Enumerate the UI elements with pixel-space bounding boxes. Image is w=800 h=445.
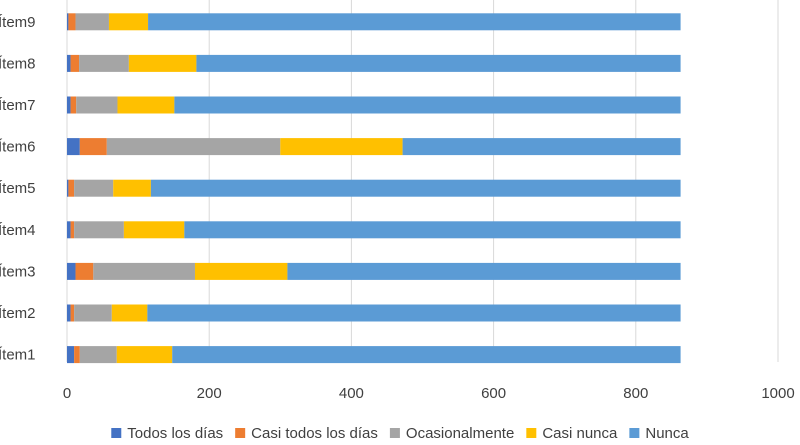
bar-Ítem2-todos-los-días [67, 304, 71, 322]
legend-label: Casi todos los días [251, 425, 378, 442]
legend-item-ocasionalmente: Ocasionalmente [389, 425, 514, 442]
bar-Ítem8-nunca [196, 54, 681, 72]
legend-item-casi-todos-los-días: Casi todos los días [235, 425, 378, 442]
category-label: Ítem3 [0, 263, 36, 280]
bar-Ítem6-nunca [402, 138, 681, 156]
tick-label: 0 [63, 385, 71, 402]
bar-Ítem9-casi-todos-los-días [68, 13, 76, 31]
bar-Ítem1-todos-los-días [67, 346, 75, 364]
bar-Ítem9-todos-los-días [67, 13, 69, 31]
bar-Ítem8-ocasionalmente [79, 54, 129, 72]
legend: Todos los días Casi todos los días Ocasion… [111, 425, 689, 442]
bar-Ítem9-ocasionalmente [75, 13, 109, 31]
category-label: Ítem4 [0, 222, 36, 239]
bar-Ítem8-casi-todos-los-días [70, 54, 80, 72]
legend-item-casi-nunca: Casi nunca [526, 425, 618, 442]
bar-Ítem1-ocasionalmente [79, 346, 117, 364]
bar-Ítem4-ocasionalmente [74, 221, 124, 239]
category-label: Ítem6 [0, 139, 36, 156]
bar-Ítem2-ocasionalmente [74, 304, 112, 322]
category-label: Ítem2 [0, 305, 36, 322]
legend-label: Casi nunca [542, 425, 618, 442]
bar-Ítem1-casi-todos-los-días [74, 346, 80, 364]
category-label: Ítem5 [0, 180, 36, 197]
tick-label: 200 [197, 385, 222, 402]
tick-label: 800 [623, 385, 648, 402]
bar-Ítem6-casi-todos-los-días [79, 138, 107, 156]
bar-Ítem6-casi-nunca [280, 138, 403, 156]
category-label: Ítem7 [0, 97, 36, 114]
bar-Ítem4-nunca [184, 221, 681, 239]
bar-Ítem4-casi-nunca [123, 221, 185, 239]
tick-label: 400 [339, 385, 364, 402]
bar-Ítem7-casi-nunca [117, 96, 175, 114]
bar-Ítem5-casi-todos-los-días [68, 179, 75, 197]
tick-label: 1000 [761, 385, 794, 402]
legend-label: Ocasionalmente [406, 425, 514, 442]
bar-Ítem7-todos-los-días [67, 96, 71, 114]
bar-Ítem7-ocasionalmente [76, 96, 118, 114]
category-label: Ítem1 [0, 347, 36, 364]
bar-Ítem1-casi-nunca [116, 346, 173, 364]
bar-Ítem3-casi-nunca [194, 262, 288, 280]
bar-Ítem3-nunca [287, 262, 681, 280]
legend-swatch [526, 428, 537, 438]
legend-swatch [235, 428, 246, 438]
legend-label: Todos los días [127, 425, 223, 442]
bar-Ítem7-nunca [174, 96, 681, 114]
category-label: Ítem8 [0, 55, 36, 72]
bars [67, 13, 681, 364]
bar-Ítem5-todos-los-días [67, 179, 69, 197]
bar-Ítem2-casi-todos-los-días [70, 304, 75, 322]
legend-item-todos-los-días: Todos los días [111, 425, 223, 442]
bar-Ítem2-nunca [147, 304, 681, 322]
bar-Ítem3-todos-los-días [67, 262, 76, 280]
bar-Ítem9-casi-nunca [108, 13, 149, 31]
bar-Ítem5-ocasionalmente [74, 179, 114, 197]
category-axis-labels: Ítem1 Ítem2 Ítem3 Ítem4 Ítem5 Ítem6 Ítem7 Ítem8… [0, 14, 36, 364]
legend-label: Nunca [645, 425, 689, 442]
bar-Ítem2-casi-nunca [111, 304, 148, 322]
category-label: Ítem9 [0, 14, 36, 31]
bar-Ítem8-todos-los-días [67, 54, 71, 72]
bar-Ítem6-todos-los-días [67, 138, 80, 156]
bar-Ítem4-casi-todos-los-días [70, 221, 75, 239]
bar-Ítem4-todos-los-días [67, 221, 71, 239]
bar-Ítem8-casi-nunca [128, 54, 197, 72]
legend-swatch [111, 428, 122, 438]
legend-swatch [389, 428, 400, 438]
bar-Ítem3-casi-todos-los-días [75, 262, 94, 280]
value-axis-tick-labels: 0 200 400 600 800 1000 [63, 385, 795, 402]
tick-label: 600 [481, 385, 506, 402]
bar-Ítem7-casi-todos-los-días [70, 96, 77, 114]
bar-Ítem1-nunca [172, 346, 681, 364]
bar-Ítem3-ocasionalmente [93, 262, 195, 280]
bar-Ítem5-nunca [150, 179, 681, 197]
bar-Ítem5-casi-nunca [113, 179, 151, 197]
bar-Ítem6-ocasionalmente [106, 138, 281, 156]
legend-item-nunca: Nunca [629, 425, 689, 442]
bar-Ítem9-nunca [148, 13, 681, 31]
legend-swatch [629, 428, 640, 438]
